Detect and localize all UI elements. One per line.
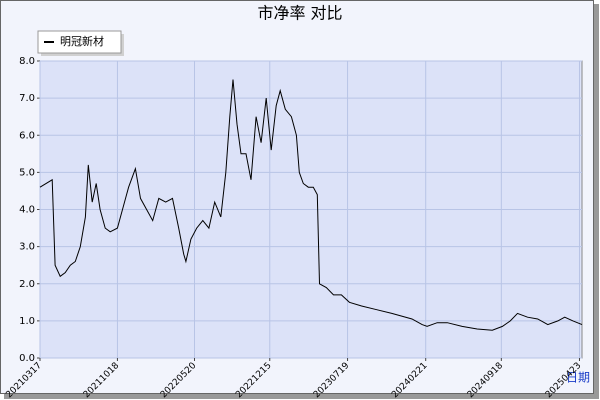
chart-title: 市净率 对比 xyxy=(257,4,342,23)
y-tick-label: 0.0 xyxy=(19,353,35,364)
y-tick-label: 4.0 xyxy=(19,205,35,216)
y-tick-label: 7.0 xyxy=(19,93,35,104)
legend: 明冠新材 xyxy=(37,30,124,56)
shadow xyxy=(4,394,599,399)
x-axis-label: 日期 xyxy=(566,371,590,385)
y-tick-label: 2.0 xyxy=(19,279,35,290)
y-tick-label: 6.0 xyxy=(19,130,35,141)
data-line xyxy=(39,79,583,331)
y-tick-label: 5.0 xyxy=(19,167,35,178)
legend-box xyxy=(37,30,122,54)
y-tick-label: 8.0 xyxy=(19,56,35,67)
y-tick-label: 1.0 xyxy=(19,316,35,327)
shadow xyxy=(594,4,599,398)
legend-label: 明冠新材 xyxy=(60,34,104,48)
y-tick-label: 3.0 xyxy=(19,242,35,253)
